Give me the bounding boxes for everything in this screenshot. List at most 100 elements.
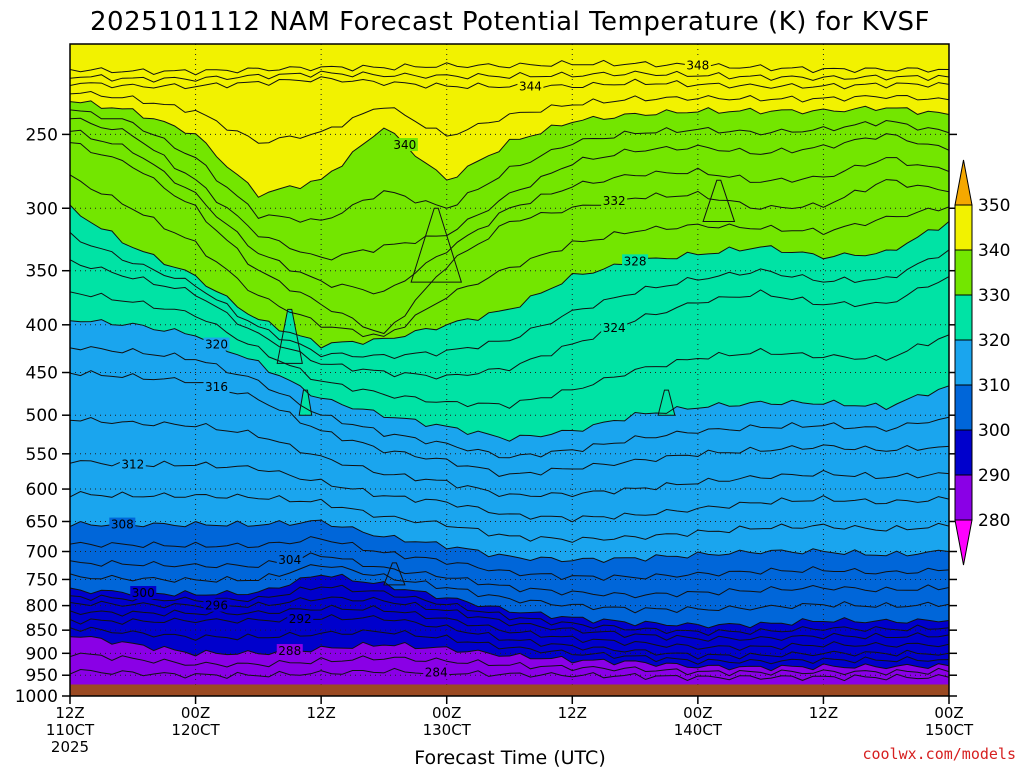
contour-label-bg (517, 79, 544, 93)
contour-spike (276, 308, 303, 364)
contour-label: 344 (519, 79, 542, 93)
contour-spike (657, 389, 676, 416)
x-tick-label: 12Z (306, 704, 335, 722)
contour-label: 300 (132, 586, 155, 600)
contour-label-bg (203, 598, 230, 612)
contour-label: 312 (121, 458, 144, 472)
y-tick-label: 950 (26, 666, 58, 686)
y-tick-label: 900 (26, 644, 58, 664)
contour-line-minor (70, 174, 949, 338)
contour-label: 316 (205, 380, 228, 394)
colorbar-swatch (954, 474, 973, 521)
contour-line-minor (70, 291, 949, 409)
y-tick-label: 250 (26, 125, 58, 145)
x-tick-label: 00Z (934, 704, 963, 722)
x-tick-label: 12Z (809, 704, 838, 722)
contour-label: 340 (393, 138, 416, 152)
colorbar-swatch (954, 294, 973, 341)
x-tick-label: 2025 (51, 738, 89, 756)
contour-line-304 (70, 552, 949, 599)
contour-label-bg (119, 457, 146, 471)
x-tick-label: 12Z (55, 704, 84, 722)
contour-spike (702, 179, 736, 223)
y-tick-label: 500 (26, 406, 58, 426)
y-tick-label: 700 (26, 543, 58, 563)
contour-label: 288 (278, 644, 301, 658)
y-tick-label: 1000 (15, 687, 58, 707)
contour-spike (410, 207, 463, 283)
contour-line-minor (70, 564, 949, 614)
contour-line-336 (70, 117, 949, 261)
contour-label-bg (109, 517, 136, 531)
contour-line-324 (70, 259, 949, 380)
y-tick-label: 850 (26, 621, 58, 641)
contour-label: 296 (205, 599, 228, 613)
contour-label-bg (601, 321, 628, 335)
contour-labels: 348 344 340 332 328 324 320 316 312 308 304 300 296 2… (109, 58, 711, 680)
contour-label: 292 (289, 612, 312, 626)
contour-label: 284 (425, 666, 448, 680)
y-axis: 250 300 350 400 450 500 550 600 650 700 750 800 850 9… (15, 125, 957, 707)
contour-line-minor (70, 490, 949, 543)
contour-line-minor (70, 109, 949, 223)
y-tick-label: 600 (26, 480, 58, 500)
colorbar-label: 330 (978, 286, 1010, 306)
y-tick-label: 350 (26, 262, 58, 282)
contour-label-bg (287, 611, 314, 625)
contour-spike (383, 562, 406, 586)
contour-label-bg (601, 193, 628, 207)
contour-line-minor (70, 626, 949, 665)
chart-title: 2025101112 NAM Forecast Potential Temper… (90, 7, 930, 37)
colorbar-swatch (954, 339, 973, 386)
contour-label-bg (622, 254, 649, 268)
contour-line-284 (70, 667, 949, 682)
colorbar-label: 300 (978, 421, 1010, 441)
x-tick-label: 12Z (558, 704, 587, 722)
x-tick-label: 00Z (432, 704, 461, 722)
contour-line-minor (70, 536, 949, 581)
plot-area: 348 344 340 332 328 324 320 316 312 308 304 300 296 2… (70, 44, 949, 696)
contour-line-minor (70, 70, 949, 83)
colorbar-over-arrow (954, 159, 973, 206)
contour-line-minor (70, 232, 949, 360)
y-tick-label: 550 (26, 445, 58, 465)
colorbar-label: 310 (978, 376, 1010, 396)
contour-label-bg (684, 58, 711, 72)
contour-line-332 (70, 142, 949, 335)
contour-fills (70, 60, 949, 696)
y-tick-label: 450 (26, 364, 58, 384)
colorbar-swatch (954, 249, 973, 296)
contour-label: 308 (111, 518, 134, 532)
ground-below-surface (70, 684, 949, 696)
contour-label: 304 (278, 553, 301, 567)
contour-line-344 (70, 76, 949, 90)
contour-label: 348 (686, 59, 709, 73)
contour-line-312 (70, 460, 949, 523)
contour-line-minor (70, 346, 949, 459)
credit-text: coolwx.com/models (862, 745, 1016, 763)
contour-label-bg (130, 586, 157, 600)
contour-line-minor (70, 129, 949, 295)
contour-label: 320 (205, 338, 228, 352)
contour-line-328 (70, 204, 949, 349)
colorbar-label: 340 (978, 241, 1010, 261)
x-tick-label: 140CT (674, 721, 723, 739)
y-tick-label: 300 (26, 199, 58, 219)
contour-line-308 (70, 519, 949, 563)
contour-label-bg (203, 380, 230, 394)
contour-label-bg (203, 337, 230, 351)
x-tick-label: 130CT (423, 721, 472, 739)
contour-line-292 (70, 614, 949, 660)
contour-label-bg (276, 553, 303, 567)
x-tick-label: 00Z (181, 704, 210, 722)
y-tick-label: 650 (26, 512, 58, 532)
colorbar: 280 290 300 310 320 330 340 350 (954, 159, 1010, 566)
colorbar-under-arrow (954, 519, 973, 566)
x-tick-label: 120CT (171, 721, 220, 739)
colorbar-label: 350 (978, 196, 1010, 216)
contour-lines (70, 59, 949, 682)
y-tick-label: 750 (26, 570, 58, 590)
contour-line-minor (70, 652, 949, 677)
